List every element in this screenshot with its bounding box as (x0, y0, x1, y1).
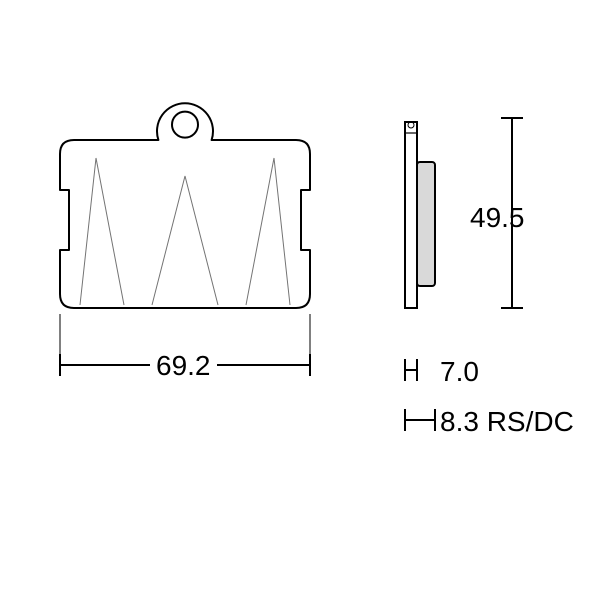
dim-total-thickness-label: 8.3 RS/DC (440, 406, 574, 438)
dim-plate-thickness-label: 7.0 (440, 356, 479, 388)
diagram-canvas: 69.2 49.5 7.0 8.3 RS/DC (0, 0, 600, 600)
dim-width-label: 69.2 (150, 350, 217, 382)
drawing-svg (0, 0, 600, 600)
dim-height-label: 49.5 (470, 202, 525, 234)
